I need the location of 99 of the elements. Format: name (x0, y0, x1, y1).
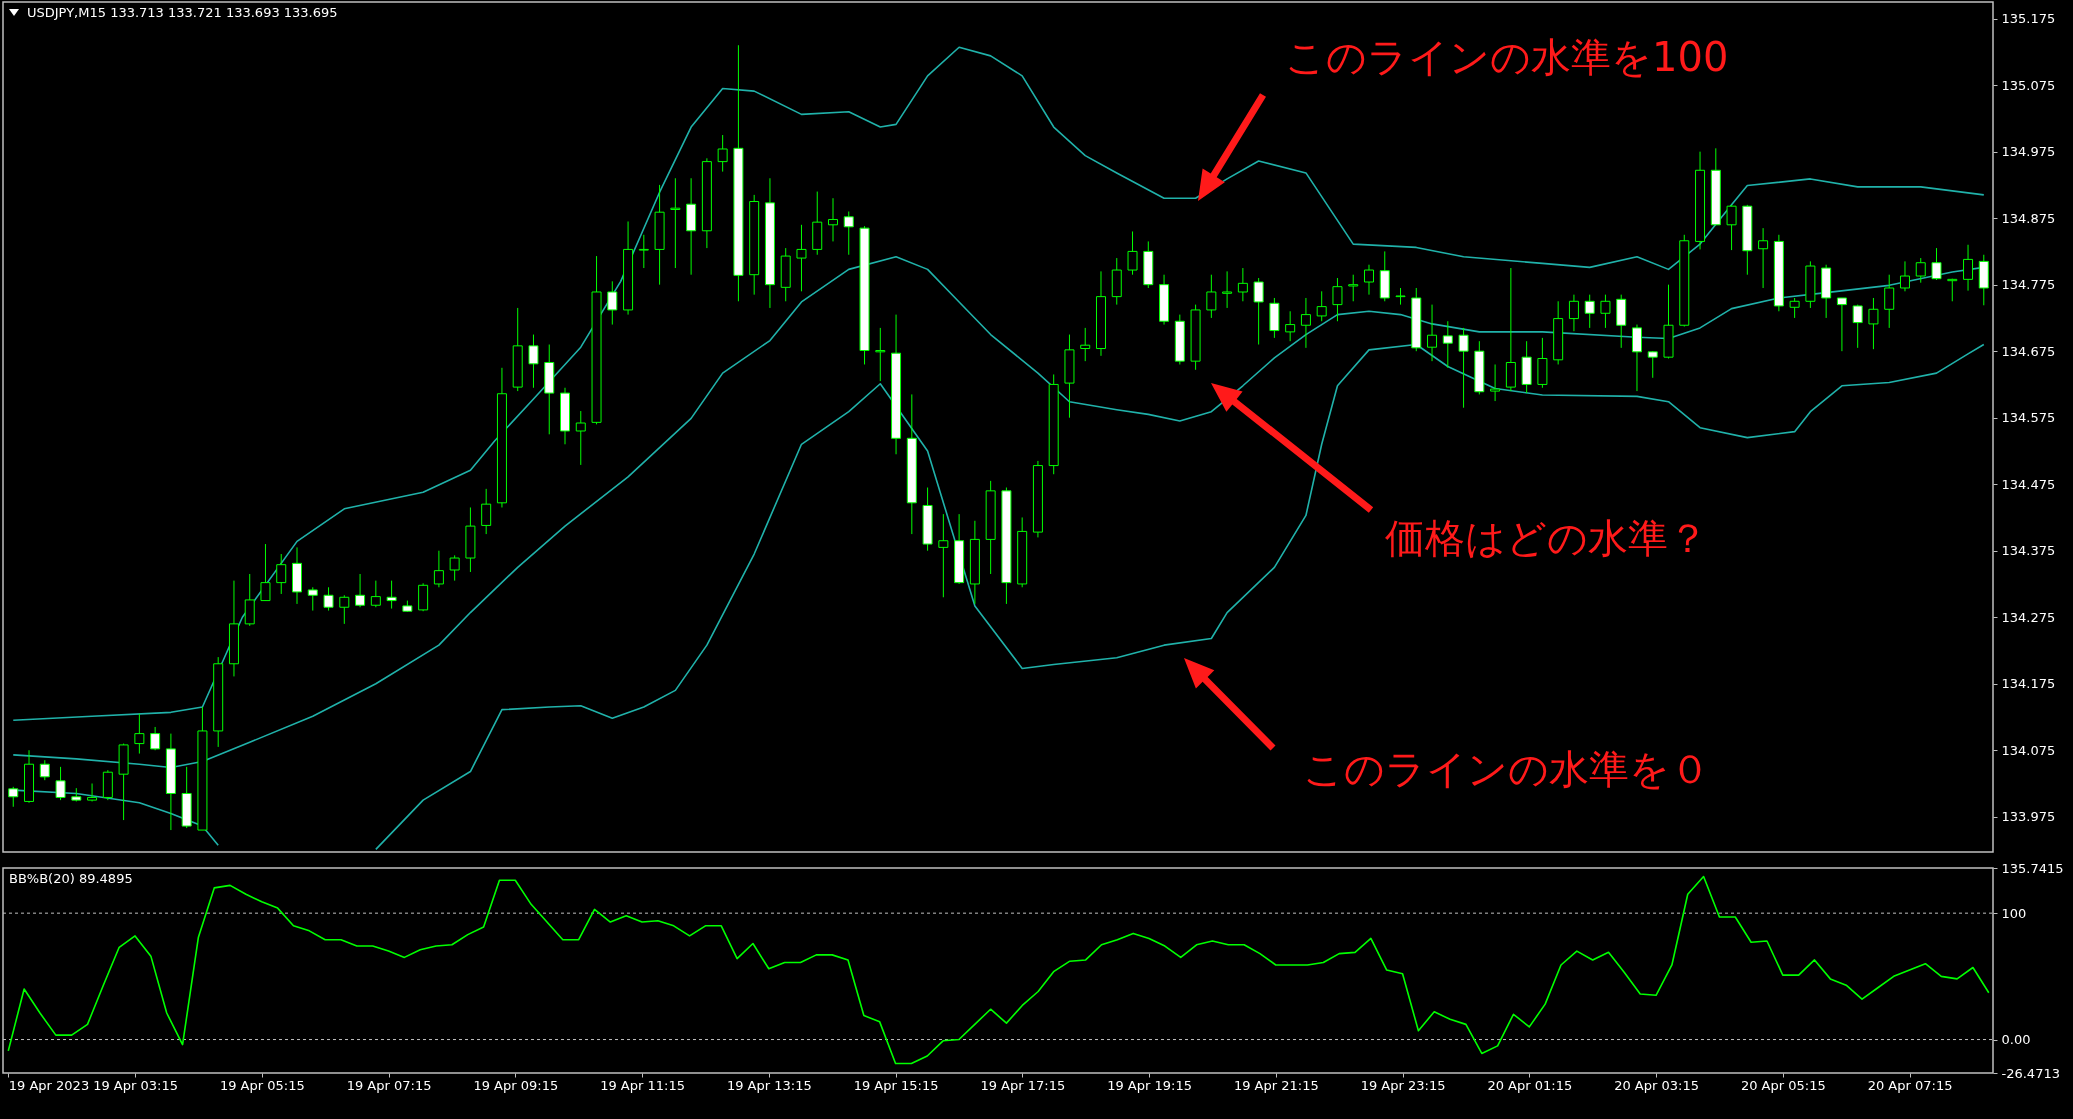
x-tick-label: 19 Apr 07:15 (346, 1077, 432, 1093)
x-tick-label: 20 Apr 03:15 (1614, 1077, 1699, 1093)
candlestick (1237, 267, 1248, 302)
candlestick (1316, 290, 1327, 322)
x-tick-label: 19 Apr 11:15 (600, 1077, 685, 1093)
candlestick (1206, 274, 1217, 319)
candlestick (134, 713, 145, 755)
y-tick-label: 134.175 (2001, 676, 2056, 692)
candlestick (528, 334, 539, 389)
y-tick-label: 0.00 (2001, 1032, 2031, 1048)
candlestick (8, 786, 19, 808)
candlestick (1490, 363, 1501, 402)
candlestick (1363, 264, 1374, 296)
candlestick (386, 580, 397, 610)
candlestick (1300, 297, 1311, 349)
candlestick (260, 543, 271, 602)
annotation: このラインの水準を100 (1285, 34, 1729, 80)
candlestick (1789, 297, 1800, 319)
candlestick (1427, 304, 1438, 362)
y-tick-label: 134.975 (2001, 144, 2056, 160)
x-tick-label: 19 Apr 13:15 (726, 1077, 812, 1093)
candlestick (575, 410, 586, 466)
x-tick-label: 19 Apr 15:15 (853, 1077, 939, 1093)
candlestick (307, 586, 318, 612)
candlestick (875, 327, 886, 382)
candlestick (1758, 227, 1769, 289)
x-tick-label: 20 Apr 01:15 (1487, 1077, 1573, 1093)
candlestick (276, 553, 287, 595)
x-tick-label: 20 Apr 07:15 (1867, 1077, 1953, 1093)
candlestick (1584, 294, 1595, 329)
candlestick (1915, 257, 1926, 284)
candlestick (244, 573, 255, 627)
candlestick (1442, 320, 1453, 369)
candlestick (1253, 277, 1264, 346)
candlestick (670, 177, 681, 269)
line-series (7, 875, 1990, 1065)
candlestick (1726, 204, 1737, 251)
candlestick (370, 580, 381, 608)
candlestick (938, 513, 949, 598)
chart-title: BB%B(20) 89.4895 (9, 871, 133, 886)
candlestick (1884, 274, 1895, 329)
candlestick (638, 234, 649, 269)
candlestick (1963, 244, 1974, 292)
x-tick-label: 19 Apr 09:15 (473, 1077, 559, 1093)
candlestick (1631, 324, 1642, 392)
candlestick (1285, 310, 1296, 342)
candlestick (39, 759, 50, 781)
y-tick-label: 133.975 (2001, 809, 2056, 825)
y-tick-label: 134.875 (2001, 210, 2056, 226)
candlestick (1836, 297, 1847, 352)
x-tick-label: 19 Apr 05:15 (219, 1077, 305, 1093)
candlestick (55, 766, 66, 801)
y-tick-label: 134.075 (2001, 742, 2056, 758)
candlestick (449, 554, 460, 582)
y-tick-label: 135.175 (2001, 11, 2056, 27)
candlestick (1568, 294, 1579, 332)
y-tick-label: 100 (2001, 905, 2027, 921)
candlestick (1348, 274, 1359, 302)
candlestick (433, 550, 444, 588)
candlestick (843, 211, 854, 256)
candlestick (1332, 277, 1343, 322)
annotation: 価格はどの水準？ (1385, 515, 1708, 561)
candlestick (339, 594, 350, 625)
candlestick (828, 197, 838, 242)
y-tick-label: 134.375 (2001, 543, 2056, 559)
x-tick-label: 20 Apr 05:15 (1740, 1077, 1826, 1093)
x-tick-label: 19 Apr 23:15 (1360, 1077, 1446, 1093)
candlestick (1080, 327, 1091, 362)
candlestick (796, 224, 807, 292)
y-tick-label: 134.675 (2001, 343, 2056, 359)
candlestick (1647, 350, 1658, 379)
annotation: このラインの水準を０ (1303, 746, 1710, 792)
x-tick-label: 19 Apr 03:15 (93, 1077, 178, 1093)
candlestick (1458, 327, 1469, 409)
candlestick (323, 586, 334, 612)
x-tick-label: 19 Apr 21:15 (1233, 1077, 1319, 1093)
y-tick-label: 135.075 (2001, 77, 2056, 93)
candlestick (1222, 270, 1233, 309)
candlestick (87, 782, 98, 802)
y-tick-label: 134.775 (2001, 277, 2056, 293)
chart-title: USDJPY,M15 133.713 133.721 133.693 133.695 (27, 5, 338, 20)
y-tick-label: 134.575 (2001, 410, 2056, 426)
x-tick-label: 19 Apr 2023 (8, 1077, 90, 1093)
y-tick-label: 135.7415 (2001, 860, 2064, 876)
y-tick-label: -26.4713 (2001, 1065, 2060, 1081)
candlestick (1868, 297, 1879, 350)
candlestick (717, 134, 728, 173)
candlestick (1852, 304, 1863, 349)
candlestick (1931, 247, 1942, 281)
candlestick (355, 573, 366, 608)
candlestick (481, 488, 492, 535)
candlestick (607, 280, 618, 326)
candlestick (1127, 230, 1138, 276)
candlestick (1600, 294, 1611, 329)
x-tick-label: 19 Apr 17:15 (980, 1077, 1066, 1093)
x-tick-label: 19 Apr 19:15 (1107, 1077, 1192, 1093)
candlestick (1899, 260, 1910, 292)
y-tick-label: 134.475 (2001, 476, 2056, 492)
y-tick-label: 134.275 (2001, 609, 2056, 625)
